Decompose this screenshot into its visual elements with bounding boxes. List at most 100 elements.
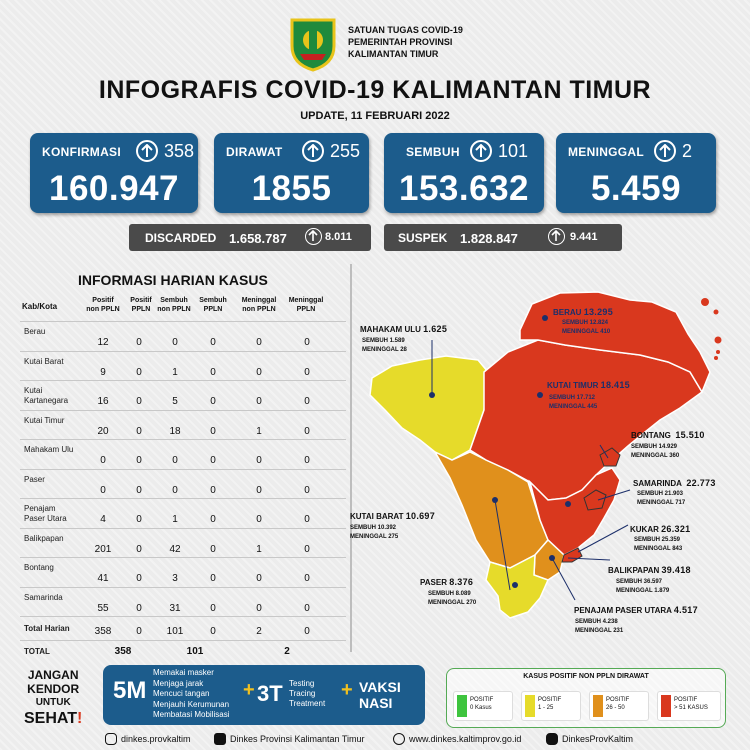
- row-divider: [20, 640, 346, 641]
- table-cell: 0: [136, 396, 142, 407]
- col-header-positif-ppln: Positif PPLN: [130, 297, 152, 313]
- row-divider: [20, 586, 346, 588]
- table-cell: 0: [136, 455, 142, 466]
- card-meninggal: MENINGGAL 2 5.459: [556, 133, 716, 213]
- table-cell: 0: [136, 484, 142, 496]
- health-campaign-box: 5M Memakai masker Menjaga jarak Mencuci …: [103, 665, 425, 725]
- row-divider: [20, 527, 346, 529]
- row-name: Mahakam Ulu: [24, 445, 74, 454]
- table-cell: 0: [172, 337, 178, 348]
- table-cell: 41: [97, 573, 109, 584]
- table-cell: 4: [100, 514, 106, 525]
- table-cell: 0: [256, 337, 262, 348]
- map-sub-berau: SEMBUH 12.824 MENINGGAL 410: [562, 320, 611, 335]
- social-instagram[interactable]: dinkes.provkaltim: [105, 733, 191, 745]
- suspek-total: 1.828.847: [460, 231, 518, 246]
- col-header-kab: Kab/Kota: [22, 302, 58, 311]
- legend-item-red: POSITIF > 51 KASUS: [657, 691, 721, 721]
- map-region-samarinda: [583, 489, 607, 511]
- map-label-kukar: KUKAR 26.321: [630, 524, 691, 534]
- row-divider: [20, 409, 346, 411]
- table-cell: 20: [97, 425, 109, 437]
- update-date: UPDATE, 11 FEBRUARI 2022: [300, 110, 450, 122]
- discarded-increase: 8.011: [325, 231, 352, 243]
- table-cell: 0: [210, 602, 216, 614]
- map-label-paser: PASER 8.376: [420, 577, 474, 587]
- table-cell: 0: [172, 455, 178, 466]
- three-t-list: Testing Tracing Treatment: [289, 679, 326, 708]
- five-m-title: 5M: [113, 677, 147, 704]
- map-sub-samarinda: SEMBUH 21.903 MENINGGAL 717: [637, 491, 686, 506]
- map-label-kutai-timur: KUTAI TIMUR 18.415: [547, 380, 630, 390]
- map-region-mahakam-ulu: [369, 355, 489, 461]
- table-cell: 0: [304, 396, 310, 407]
- table-cell: 0: [256, 514, 262, 525]
- table-cell: 0: [304, 602, 310, 614]
- row-divider: [20, 557, 346, 558]
- table-cell: 0: [136, 514, 142, 525]
- social-youtube[interactable]: DinkesProvKaltim: [546, 733, 633, 745]
- total-cell: 2: [284, 646, 290, 657]
- map-legend: KASUS POSITIF NON PPLN DIRAWAT POSITIF 0 …: [446, 668, 726, 728]
- map-sub-mahakam-ulu: SEMBUH 1.589 MENINGGAL 28: [362, 338, 407, 353]
- table-cell: 0: [304, 337, 310, 348]
- plus-sign: +: [243, 679, 255, 701]
- discarded-total: 1.658.787: [229, 231, 287, 246]
- table-cell: 0: [304, 366, 310, 378]
- table-cell: 1: [256, 425, 262, 437]
- arrow-up-icon: [548, 228, 565, 245]
- organization-name: SATUAN TUGAS COVID-19 PEMERINTAH PROVINS…: [348, 24, 463, 60]
- map-label-balikpapan: BALIKPAPAN 39.418: [608, 565, 691, 575]
- table-cell: 0: [172, 484, 178, 496]
- org-line-2: PEMERINTAH PROVINSI: [348, 37, 453, 47]
- table-cell: 201: [94, 543, 112, 555]
- table-cell: 18: [169, 425, 181, 437]
- row-name: Bontang: [24, 563, 54, 572]
- total-harian-label: Total Harian: [24, 624, 70, 633]
- table-cell: 0: [256, 366, 262, 378]
- map-sub-bontang: SEMBUH 14.929 MENINGGAL 360: [631, 444, 680, 459]
- map-label-samarinda: SAMARINDA 22.773: [633, 478, 716, 488]
- table-cell: 0: [256, 455, 262, 466]
- facebook-icon: [214, 733, 226, 745]
- table-cell: 0: [100, 484, 106, 496]
- slogan-line-1: JANGAN: [27, 668, 79, 682]
- legend-item-yellow: POSITIF 1 - 25: [521, 691, 581, 721]
- row-divider: [20, 321, 346, 322]
- card-label: DIRAWAT: [226, 145, 283, 159]
- table-cell: 0: [210, 366, 216, 378]
- total-harian-cell: 0: [136, 626, 142, 637]
- social-facebook[interactable]: Dinkes Provinsi Kalimantan Timur: [214, 733, 365, 745]
- card-increase: 358: [164, 141, 195, 161]
- table-cell: 0: [256, 396, 262, 407]
- suspek-increase: 9.441: [570, 231, 598, 243]
- table-cell: 0: [304, 514, 310, 525]
- table-cell: 1: [172, 366, 178, 378]
- table-cell: 0: [210, 425, 216, 437]
- table-cell: 16: [97, 396, 109, 407]
- total-label: TOTAL: [24, 647, 50, 656]
- table-cell: 0: [210, 543, 216, 555]
- table-cell: 9: [100, 366, 106, 378]
- card-increase: 255: [330, 141, 361, 161]
- arrow-up-icon: [305, 228, 322, 245]
- table-cell: 42: [169, 543, 181, 555]
- org-line-3: KALIMANTAN TIMUR: [348, 49, 439, 59]
- map-label-berau: BERAU 13.295: [553, 307, 614, 317]
- table-cell: 1: [172, 514, 178, 525]
- total-cell: 101: [186, 646, 204, 657]
- social-website[interactable]: www.dinkes.kaltimprov.go.id: [393, 733, 521, 745]
- total-harian-cell: 0: [304, 626, 310, 637]
- map-label-penajam-paser-utara: PENAJAM PASER UTARA 4.517: [574, 605, 698, 615]
- legend-item-orange: POSITIF 26 - 50: [589, 691, 649, 721]
- legend-swatch: [525, 695, 535, 717]
- col-header-meninggal-non-ppln: Meninggal non PPLN: [241, 297, 277, 313]
- table-cell: 0: [136, 573, 142, 584]
- three-t-title: 3T: [257, 681, 283, 706]
- card-label: MENINGGAL: [568, 145, 645, 159]
- table-title: INFORMASI HARIAN KASUS: [78, 272, 268, 288]
- legend-title: KASUS POSITIF NON PPLN DIRAWAT: [523, 673, 649, 680]
- row-name: Kutai Barat: [24, 356, 64, 366]
- table-cell: 0: [136, 366, 142, 378]
- arrow-up-icon: [654, 140, 676, 162]
